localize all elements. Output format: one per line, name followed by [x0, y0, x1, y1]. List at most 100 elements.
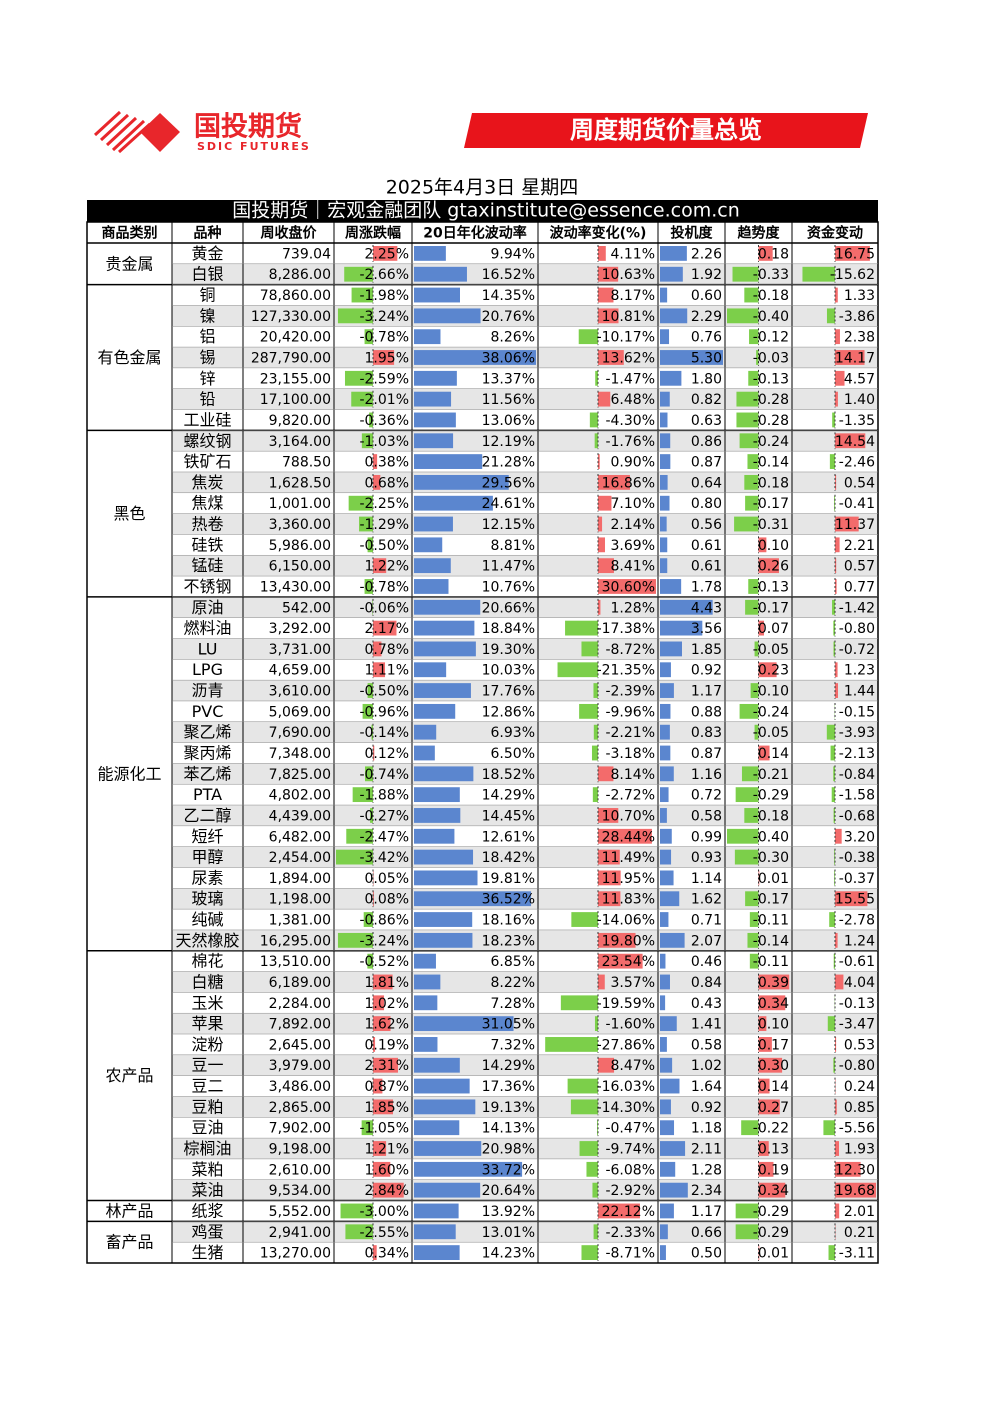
variety: 鸡蛋 — [191, 1222, 223, 1241]
data-bar — [346, 828, 373, 844]
cell: 2.31% — [365, 1058, 409, 1074]
data-bar — [826, 308, 835, 324]
cell: 13.62% — [602, 350, 655, 366]
data-bar — [749, 912, 759, 927]
data-bar — [660, 433, 671, 449]
cell: 0.87% — [365, 1079, 409, 1095]
cell: 0.72 — [691, 788, 722, 804]
cell: 0.53 — [844, 1037, 875, 1053]
cell: -0.38 — [839, 850, 875, 866]
data-bar — [727, 828, 759, 844]
variety: 淀粉 — [191, 1035, 223, 1054]
cell: 0.01 — [758, 871, 789, 887]
variety: 乙二醇 — [183, 806, 231, 825]
data-bar — [835, 1161, 861, 1177]
data-bar — [414, 495, 493, 511]
data-bar — [660, 1203, 674, 1219]
data-bar — [754, 641, 759, 657]
variety: 棕榈油 — [183, 1139, 231, 1158]
cell: 1,628.50 — [269, 475, 331, 491]
cell: -0.14% — [359, 725, 409, 741]
data-bar — [545, 1037, 598, 1052]
data-bar — [414, 703, 456, 719]
cell: 1.40 — [844, 392, 875, 408]
data-bar — [414, 391, 452, 407]
cell: 0.50 — [691, 1246, 722, 1262]
data-bar — [592, 1182, 598, 1198]
variety: 白糖 — [191, 972, 223, 991]
data-bar — [598, 1057, 615, 1073]
data-bar — [660, 266, 683, 282]
cell: 7,902.00 — [269, 1121, 331, 1137]
cell: 0.54 — [844, 475, 875, 491]
row-bg — [172, 638, 878, 660]
cell: 0.93 — [691, 850, 722, 866]
data-bar — [414, 329, 441, 345]
data-bar — [660, 662, 671, 678]
cell: 0.38% — [365, 455, 409, 471]
data-bar — [835, 828, 842, 844]
data-bar — [591, 745, 598, 761]
cell: -0.50% — [359, 538, 409, 554]
data-bar — [340, 1203, 373, 1219]
data-bar — [835, 391, 838, 407]
category: 林产品 — [105, 1201, 153, 1220]
cell: 2,284.00 — [269, 996, 331, 1012]
cell: 7.28% — [491, 996, 535, 1012]
cell: 29.56% — [482, 475, 535, 491]
data-bar — [592, 787, 598, 803]
data-bar — [747, 454, 759, 469]
data-bar — [373, 974, 393, 990]
cell: 1,381.00 — [269, 913, 331, 929]
cell: 9.94% — [491, 246, 535, 262]
cell: 16.75 — [835, 246, 875, 262]
data-bar — [373, 1141, 387, 1156]
cell: 9,534.00 — [269, 1183, 331, 1199]
cell: -16.03% — [597, 1079, 655, 1095]
data-bar — [830, 745, 835, 761]
variety: 沥青 — [191, 681, 223, 700]
data-bar — [660, 953, 666, 969]
cell: 6.50% — [491, 746, 535, 762]
data-bar — [373, 1161, 391, 1177]
data-bar — [835, 891, 868, 907]
data-bar — [373, 1016, 391, 1032]
cell: 3.69% — [611, 538, 655, 554]
row-bg — [172, 971, 878, 993]
cell: 0.86 — [691, 434, 722, 450]
cell: 1.02 — [691, 1058, 722, 1074]
cell: 0.92 — [691, 663, 722, 679]
cell: 0.08% — [365, 892, 409, 908]
cell: 12.19% — [482, 434, 535, 450]
cell: 10.03% — [482, 663, 535, 679]
data-bar — [835, 1203, 840, 1219]
cell: -2.21% — [605, 725, 655, 741]
cell: 8.22% — [491, 975, 535, 991]
cell: 11.56% — [482, 392, 535, 408]
data-bar — [414, 412, 456, 428]
data-bar — [414, 995, 438, 1011]
cell: -2.33% — [605, 1225, 655, 1241]
cell: 2.29 — [691, 309, 722, 325]
variety: 锰硅 — [191, 556, 223, 575]
data-bar — [831, 787, 835, 803]
cell: 7,348.00 — [269, 746, 331, 762]
cell: -0.18 — [753, 808, 789, 824]
cell: 13.06% — [482, 413, 535, 429]
cell: -1.58 — [839, 788, 875, 804]
variety: 甲醇 — [191, 848, 223, 867]
cell: 0.34% — [365, 1246, 409, 1262]
data-bar — [414, 932, 473, 948]
cell: -0.86% — [359, 913, 409, 929]
cell: 2.26 — [691, 246, 722, 262]
cell: 6,482.00 — [269, 829, 331, 845]
cell: 0.01 — [758, 1246, 789, 1262]
cell: 1.33 — [844, 288, 875, 304]
data-bar — [414, 350, 536, 365]
data-bar — [351, 287, 373, 303]
data-bar — [414, 683, 471, 698]
data-bar — [598, 558, 614, 574]
cell: 0.14 — [758, 1079, 789, 1095]
variety: 工业硅 — [183, 410, 231, 429]
cell: 1.78 — [691, 579, 722, 595]
